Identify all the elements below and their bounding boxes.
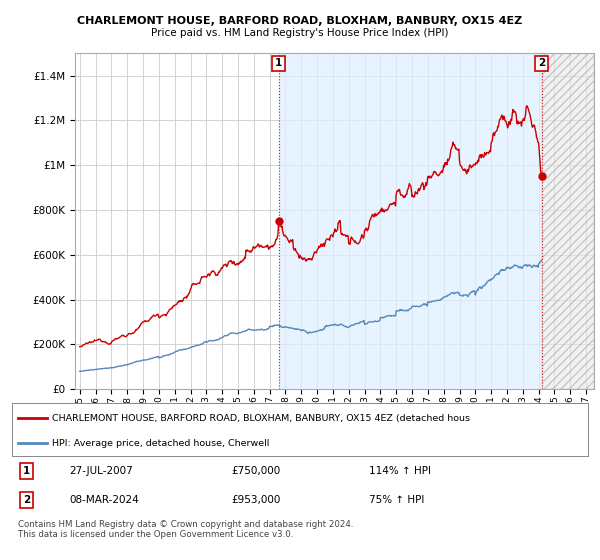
- Text: £953,000: £953,000: [231, 496, 280, 505]
- Bar: [542, 53, 594, 389]
- Text: CHARLEMONT HOUSE, BARFORD ROAD, BLOXHAM, BANBURY, OX15 4EZ (detached hous: CHARLEMONT HOUSE, BARFORD ROAD, BLOXHAM,…: [52, 414, 470, 423]
- Text: Contains HM Land Registry data © Crown copyright and database right 2024.
This d: Contains HM Land Registry data © Crown c…: [18, 520, 353, 539]
- Text: 75% ↑ HPI: 75% ↑ HPI: [369, 496, 424, 505]
- Text: HPI: Average price, detached house, Cherwell: HPI: Average price, detached house, Cher…: [52, 438, 269, 447]
- Text: 2: 2: [23, 496, 30, 505]
- Text: Price paid vs. HM Land Registry's House Price Index (HPI): Price paid vs. HM Land Registry's House …: [151, 28, 449, 38]
- Text: 1: 1: [275, 58, 282, 68]
- Text: 114% ↑ HPI: 114% ↑ HPI: [369, 466, 431, 476]
- Text: 2: 2: [538, 58, 545, 68]
- Text: 27-JUL-2007: 27-JUL-2007: [70, 466, 133, 476]
- Text: CHARLEMONT HOUSE, BARFORD ROAD, BLOXHAM, BANBURY, OX15 4EZ: CHARLEMONT HOUSE, BARFORD ROAD, BLOXHAM,…: [77, 16, 523, 26]
- Text: 1: 1: [23, 466, 30, 476]
- Bar: [278, 53, 542, 389]
- Text: £750,000: £750,000: [231, 466, 280, 476]
- Text: 08-MAR-2024: 08-MAR-2024: [70, 496, 139, 505]
